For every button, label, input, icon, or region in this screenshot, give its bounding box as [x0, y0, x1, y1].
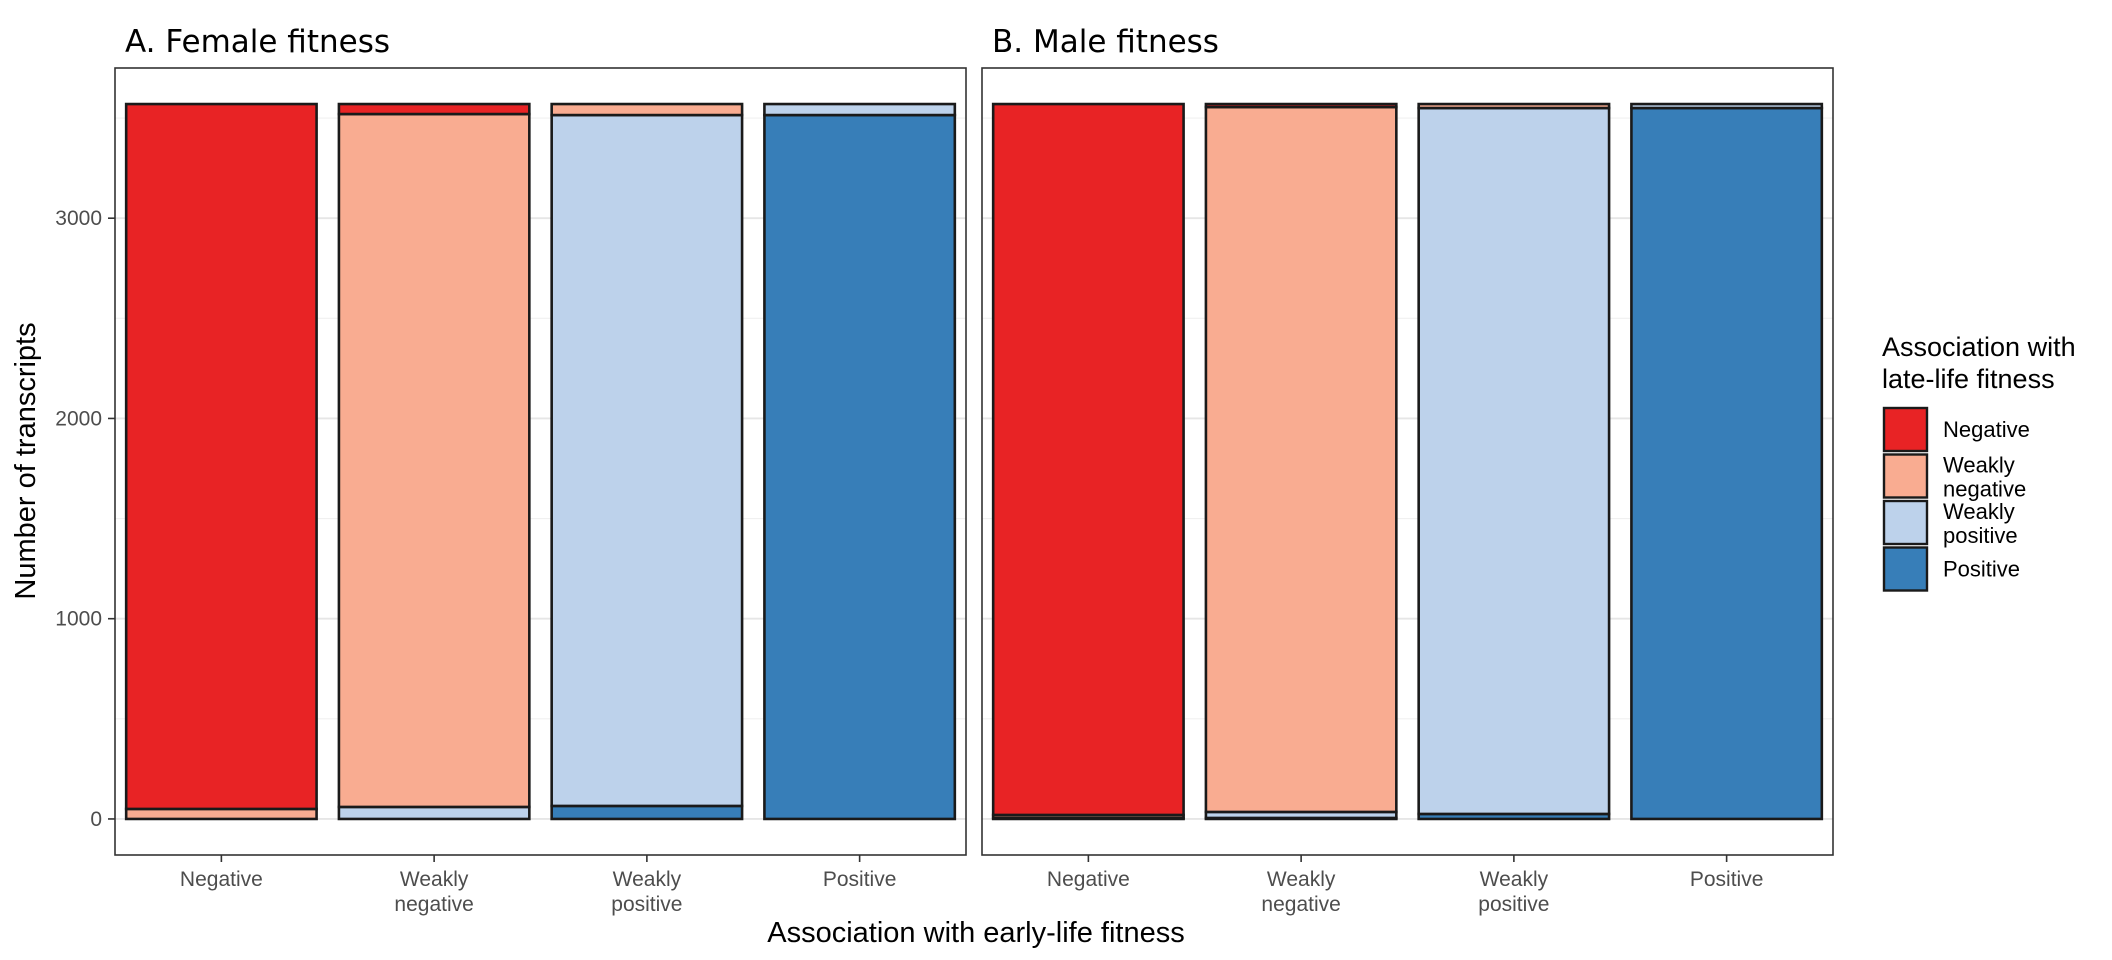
panel-1: A. Female fitness Negative Weakly negative W… — [55, 24, 967, 916]
x-tick-label: Weakly positive — [1478, 868, 1549, 916]
legend-label: Negative — [1943, 417, 2030, 442]
bar-segment — [124, 807, 318, 821]
bar-segment — [991, 102, 1185, 817]
panel-title: B. Male fitness — [992, 24, 1219, 60]
x-tick-label: Negative — [180, 868, 263, 891]
bar-segment — [763, 102, 957, 117]
bar-segment — [763, 113, 957, 821]
bar-segment — [337, 102, 531, 116]
x-tick-label: Positive — [823, 868, 897, 891]
bar-segment — [1204, 105, 1398, 814]
x-tick-label: Weakly positive — [611, 868, 682, 916]
bar-segment — [1630, 102, 1824, 110]
bar-segment — [1417, 106, 1611, 816]
x-tick-label: Negative — [1047, 868, 1130, 891]
bar-segment — [1417, 102, 1611, 110]
bar-segment — [337, 112, 531, 809]
x-tick-label: Weakly negative — [1261, 868, 1340, 916]
legend-label: Weakly positive — [1943, 499, 2018, 548]
bar-segment — [337, 805, 531, 821]
legend: Association with late-life fitness Negativ… — [1882, 332, 2076, 592]
legend-swatch — [1882, 499, 1929, 546]
bar-segment — [550, 804, 744, 821]
legend-swatch — [1882, 453, 1929, 499]
legend-label: Weakly negative — [1943, 453, 2026, 502]
bar-segment — [1204, 102, 1398, 109]
bar-segment — [550, 102, 744, 117]
panel-border — [981, 67, 1834, 856]
panel-border — [114, 67, 967, 856]
legend-title: Association with late-life fitness — [1882, 332, 2076, 394]
y-axis-title: Number of transcripts — [10, 322, 42, 599]
bar-segment — [550, 113, 744, 808]
y-tick-label: 1000 — [55, 608, 102, 631]
legend-label: Positive — [1943, 557, 2020, 582]
x-tick-label: Weakly negative — [394, 868, 473, 916]
x-axis-title: Association with early-life fitness — [767, 917, 1184, 949]
panel-title: A. Female fitness — [125, 24, 390, 60]
bar-segment — [1630, 106, 1824, 821]
legend-swatch — [1882, 406, 1929, 453]
y-tick-label: 0 — [90, 808, 102, 831]
legend-swatch — [1882, 546, 1929, 592]
y-tick-label: 2000 — [55, 407, 102, 430]
bar-segment — [124, 102, 318, 811]
y-tick-label: 3000 — [55, 207, 102, 230]
panel-2: B. Male fitness Negative Weakly negative Wea… — [981, 24, 1834, 916]
x-tick-label: Positive — [1690, 868, 1764, 891]
